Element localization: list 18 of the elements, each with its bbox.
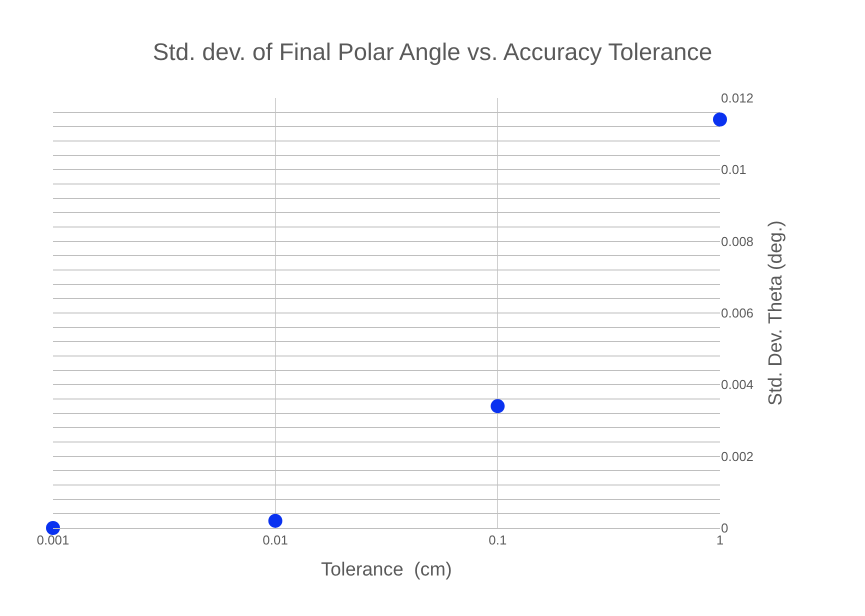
point — [490, 399, 505, 414]
y-tick-label: 0.008 — [721, 234, 754, 249]
y-tick-label: 0.004 — [721, 377, 754, 392]
x-tick-label: 1 — [716, 532, 724, 548]
y-tick-label: 0.01 — [721, 162, 746, 178]
y-tick-label: 0.006 — [721, 306, 754, 321]
x-tick-label: 0.01 — [262, 532, 288, 548]
y-tick-label: 0.012 — [721, 90, 754, 106]
y-tick-label: 0.002 — [721, 448, 754, 464]
point — [46, 521, 60, 535]
x-tick-label: 0.001 — [36, 532, 70, 548]
point — [268, 514, 282, 528]
point — [713, 112, 727, 126]
y-tick-label: 0 — [721, 520, 728, 536]
x-axis-title: Tolerance (cm) — [321, 559, 452, 580]
chart-title: Std. dev. of Final Polar Angle vs. Accuracy Tolerance — [152, 38, 712, 66]
x-tick-label: 0.1 — [488, 532, 507, 548]
y-axis-title: Std. Dev. Theta (deg.) — [765, 220, 786, 406]
